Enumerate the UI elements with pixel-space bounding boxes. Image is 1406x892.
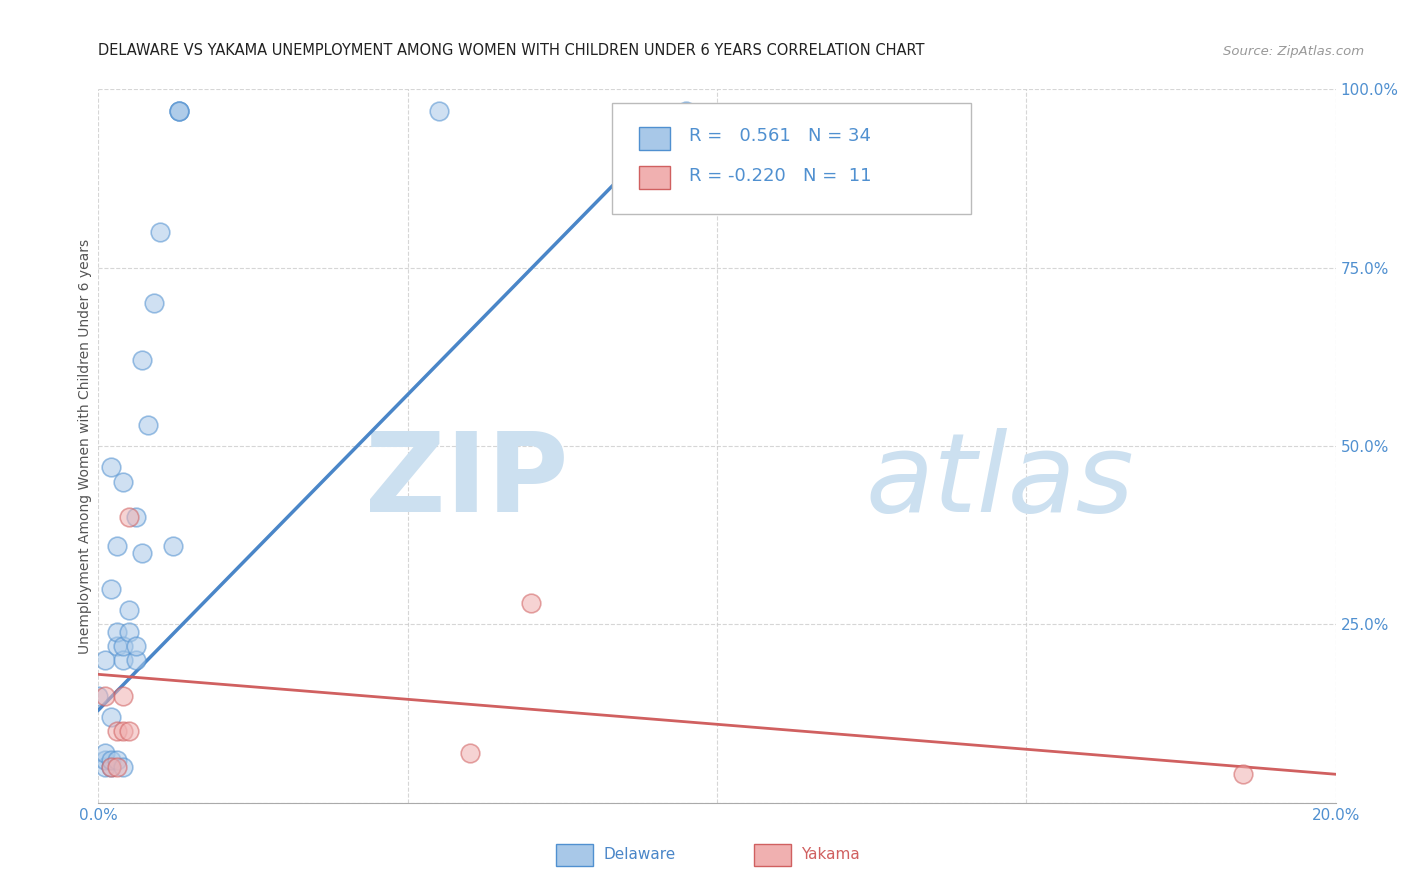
Point: [105, 753, 128, 767]
Point: [675, 103, 697, 118]
Text: ZIP: ZIP: [366, 428, 568, 535]
FancyBboxPatch shape: [612, 103, 970, 214]
Point: [118, 724, 141, 739]
Text: R = -0.220   N =  11: R = -0.220 N = 11: [689, 168, 872, 186]
Point: [105, 639, 128, 653]
Point: [162, 539, 184, 553]
Point: [149, 225, 172, 239]
Point: [100, 582, 122, 596]
Point: [87, 689, 110, 703]
Text: Delaware: Delaware: [603, 847, 675, 863]
Point: [124, 510, 146, 524]
Point: [105, 539, 128, 553]
Point: [100, 460, 122, 475]
Text: R =   0.561   N = 34: R = 0.561 N = 34: [689, 128, 870, 145]
FancyBboxPatch shape: [557, 844, 593, 865]
Point: [100, 760, 122, 774]
Text: Yakama: Yakama: [801, 847, 860, 863]
Point: [520, 596, 543, 610]
Point: [131, 353, 153, 368]
Point: [105, 724, 128, 739]
Point: [167, 103, 190, 118]
FancyBboxPatch shape: [754, 844, 792, 865]
Point: [124, 639, 146, 653]
Point: [112, 724, 135, 739]
Point: [105, 624, 128, 639]
Point: [131, 546, 153, 560]
Text: atlas: atlas: [866, 428, 1135, 535]
Point: [93, 653, 115, 667]
Text: DELAWARE VS YAKAMA UNEMPLOYMENT AMONG WOMEN WITH CHILDREN UNDER 6 YEARS CORRELAT: DELAWARE VS YAKAMA UNEMPLOYMENT AMONG WO…: [98, 43, 925, 58]
Point: [112, 760, 135, 774]
Point: [118, 603, 141, 617]
Point: [93, 689, 115, 703]
Point: [143, 296, 166, 310]
Y-axis label: Unemployment Among Women with Children Under 6 years: Unemployment Among Women with Children U…: [79, 238, 93, 654]
Point: [112, 653, 135, 667]
Point: [427, 103, 450, 118]
Point: [100, 710, 122, 724]
FancyBboxPatch shape: [640, 127, 671, 150]
Point: [93, 760, 115, 774]
Point: [93, 746, 115, 760]
Point: [93, 753, 115, 767]
Point: [124, 653, 146, 667]
Point: [167, 103, 190, 118]
Point: [100, 753, 122, 767]
Point: [105, 760, 128, 774]
Point: [118, 624, 141, 639]
Point: [1232, 767, 1254, 781]
Point: [136, 417, 159, 432]
Point: [112, 689, 135, 703]
Text: Source: ZipAtlas.com: Source: ZipAtlas.com: [1223, 45, 1364, 58]
Point: [118, 510, 141, 524]
Point: [112, 475, 135, 489]
Point: [112, 639, 135, 653]
Point: [167, 103, 190, 118]
Point: [458, 746, 481, 760]
Point: [100, 760, 122, 774]
FancyBboxPatch shape: [640, 166, 671, 189]
